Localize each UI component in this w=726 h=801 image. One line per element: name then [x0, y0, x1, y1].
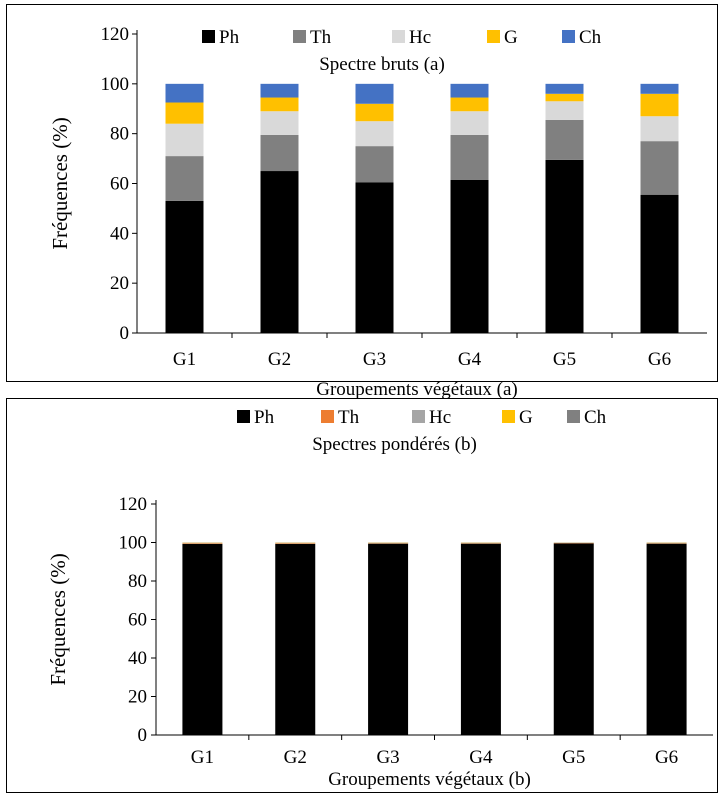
bar-segment-hc [450, 111, 489, 135]
y-tick-label: 20 [110, 273, 129, 294]
bar-segment-th [165, 156, 204, 201]
legend-label-hc: Hc [409, 27, 431, 48]
bar-segment-th [640, 141, 679, 195]
bar-segment-g [260, 97, 299, 112]
y-tick-label: 60 [128, 610, 147, 631]
bar-segment-th [450, 134, 489, 180]
x-tick-label: G2 [268, 349, 291, 370]
legend-label-g: G [504, 27, 518, 48]
x-tick-label: G6 [655, 747, 678, 768]
legend-swatch-ch [567, 410, 580, 423]
legend-swatch-g [487, 30, 500, 43]
bar-segment-hc [260, 111, 299, 135]
bar-segment-ch [450, 83, 489, 98]
y-tick-label: 40 [128, 648, 147, 669]
legend-swatch-ch [562, 30, 575, 43]
bar-segment-ph [545, 159, 584, 333]
legend-swatch-ph [202, 30, 215, 43]
bar-segment-ph [450, 179, 489, 333]
bar-segment-g [355, 103, 394, 122]
bar-segment-ph [165, 200, 204, 333]
bar-segment-hc [165, 123, 204, 157]
legend-label-ph: Ph [254, 407, 275, 428]
legend-label-ph: Ph [219, 27, 240, 48]
legend-label-th: Th [310, 27, 332, 48]
bar-segment-hc [355, 121, 394, 147]
y-tick-label: 100 [119, 533, 148, 554]
x-tick-label: G2 [284, 747, 307, 768]
y-axis-title: Fréquences (%) [46, 553, 70, 685]
y-tick-label: 40 [110, 223, 129, 244]
bar-segment-ph [640, 194, 679, 333]
bar-segment-ph [460, 543, 501, 735]
x-tick-label: G4 [458, 349, 482, 370]
y-tick-label: 120 [101, 24, 130, 45]
bar-segment-th [545, 119, 584, 160]
x-axis-title: Groupements végétaux (b) [328, 769, 531, 790]
bar-segment-hc [640, 116, 679, 142]
chart-title: Spectres pondérés (b) [312, 434, 477, 455]
legend-swatch-th [293, 30, 306, 43]
legend-swatch-hc [412, 410, 425, 423]
x-tick-label: G4 [469, 747, 493, 768]
bar-segment-ch [640, 83, 679, 94]
legend-label-ch: Ch [584, 407, 607, 428]
bar-segment-ph [368, 543, 409, 735]
bar-segment-g [545, 93, 584, 102]
bar-segment-ph [182, 543, 223, 735]
bar-segment-th [275, 543, 316, 544]
chart-b-svg: 0 20 40 60 80 100 120 G1 G2 G3 G4 G5 G6 Ph Th Hc G Ch Spec… [46, 407, 713, 790]
bar-segment-ch [260, 83, 299, 98]
bar-segment-hc [545, 101, 584, 120]
legend-label-hc: Hc [429, 407, 451, 428]
x-tick-label: G3 [376, 747, 399, 768]
legend-swatch-hc [392, 30, 405, 43]
y-tick-label: 80 [110, 124, 129, 145]
chart-panel-b: 0 20 40 60 80 100 120 G1 G2 G3 G4 G5 G6 Ph Th Hc G Ch Spec… [6, 398, 718, 793]
bar-segment-ph [553, 543, 594, 735]
y-tick-label: 80 [128, 571, 147, 592]
x-tick-label: G6 [648, 349, 671, 370]
chart-panel-a: 0 20 40 60 80 100 120 G1 G2 G3 G4 G5 G6 Ph Th Hc G Ch Spec… [6, 4, 718, 400]
x-tick-label: G5 [553, 349, 576, 370]
legend-swatch-ph [237, 410, 250, 423]
x-axis-title: Groupements végétaux (a) [316, 379, 518, 400]
bar-segment-th [260, 134, 299, 172]
legend-label-th: Th [338, 407, 360, 428]
bar-segment-ph [646, 543, 687, 735]
y-tick-label: 60 [110, 174, 129, 195]
bar-segment-th [182, 543, 223, 544]
bar-segment-ch [545, 83, 584, 94]
chart-a-svg: 0 20 40 60 80 100 120 G1 G2 G3 G4 G5 G6 Ph Th Hc G Ch Spec… [48, 24, 707, 400]
bar-segment-g [640, 93, 679, 117]
legend-label-g: G [519, 407, 533, 428]
legend-swatch-g [502, 410, 515, 423]
bar-segment-g [165, 102, 204, 124]
y-tick-label: 0 [120, 323, 130, 344]
y-axis-title: Fréquences (%) [48, 117, 72, 249]
y-tick-label: 20 [128, 687, 147, 708]
x-tick-label: G1 [173, 349, 196, 370]
bar-segment-th [355, 146, 394, 183]
bar-segment-g [450, 97, 489, 112]
y-tick-label: 0 [138, 725, 148, 746]
x-tick-label: G1 [191, 747, 214, 768]
bar-segment-ph [260, 171, 299, 333]
bar-segment-ch [165, 83, 204, 103]
x-tick-label: G3 [363, 349, 386, 370]
bar-segment-ph [355, 182, 394, 333]
x-tick-label: G5 [562, 747, 585, 768]
y-tick-label: 120 [119, 494, 148, 515]
bar-segment-ch [355, 83, 394, 104]
bar-segment-ph [275, 543, 316, 735]
legend-swatch-th [321, 410, 334, 423]
legend-label-ch: Ch [579, 27, 602, 48]
y-tick-label: 100 [101, 74, 130, 95]
chart-title: Spectre bruts (a) [319, 54, 445, 75]
